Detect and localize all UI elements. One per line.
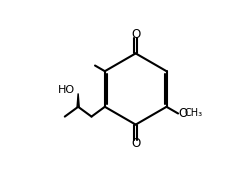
Text: HO: HO — [58, 85, 75, 95]
Text: O: O — [131, 28, 140, 41]
Text: O: O — [131, 137, 140, 150]
Text: O: O — [178, 107, 188, 120]
Text: CH₃: CH₃ — [184, 108, 203, 118]
Polygon shape — [77, 93, 79, 107]
